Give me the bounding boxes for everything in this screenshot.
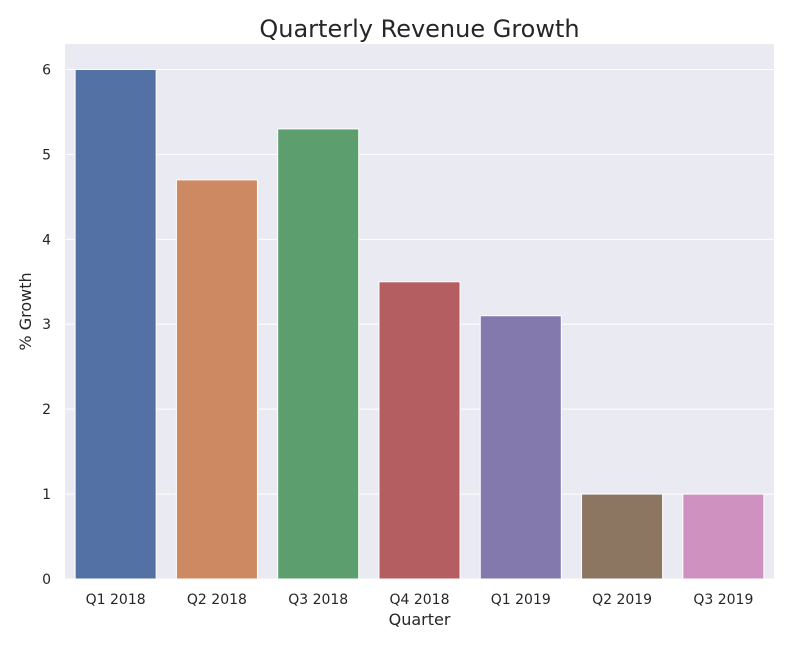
x-tick-label: Q3 2018 <box>288 592 348 608</box>
y-axis-ticks: 0 1 2 3 4 5 6 <box>42 62 51 588</box>
x-tick-label: Q1 2019 <box>491 592 551 608</box>
y-axis-label: % Growth <box>16 272 35 350</box>
y-tick-label: 3 <box>42 317 51 333</box>
x-tick-label: Q3 2019 <box>693 592 753 608</box>
bar-q2-2019 <box>581 493 664 580</box>
bar-q1-2018 <box>74 68 157 580</box>
chart-title: Quarterly Revenue Growth <box>259 15 579 43</box>
x-axis-label: Quarter <box>389 610 451 629</box>
x-tick-label: Q2 2019 <box>592 592 652 608</box>
bar-q3-2019 <box>682 493 765 580</box>
bar-q1-2019 <box>479 315 562 580</box>
y-tick-label: 1 <box>42 487 51 503</box>
x-tick-label: Q1 2018 <box>86 592 146 608</box>
bars <box>74 68 765 580</box>
x-tick-label: Q2 2018 <box>187 592 247 608</box>
y-tick-label: 4 <box>42 232 51 248</box>
bar-q4-2018 <box>378 281 461 580</box>
y-tick-label: 6 <box>42 62 51 78</box>
x-tick-label: Q4 2018 <box>389 592 449 608</box>
bar-q2-2018 <box>175 179 258 580</box>
y-tick-label: 0 <box>42 572 51 588</box>
y-tick-label: 2 <box>42 402 51 418</box>
bar-q3-2018 <box>277 128 360 580</box>
x-axis-ticks: Q1 2018 Q2 2018 Q3 2018 Q4 2018 Q1 2019 Q2 20… <box>86 592 754 608</box>
y-tick-label: 5 <box>42 147 51 163</box>
